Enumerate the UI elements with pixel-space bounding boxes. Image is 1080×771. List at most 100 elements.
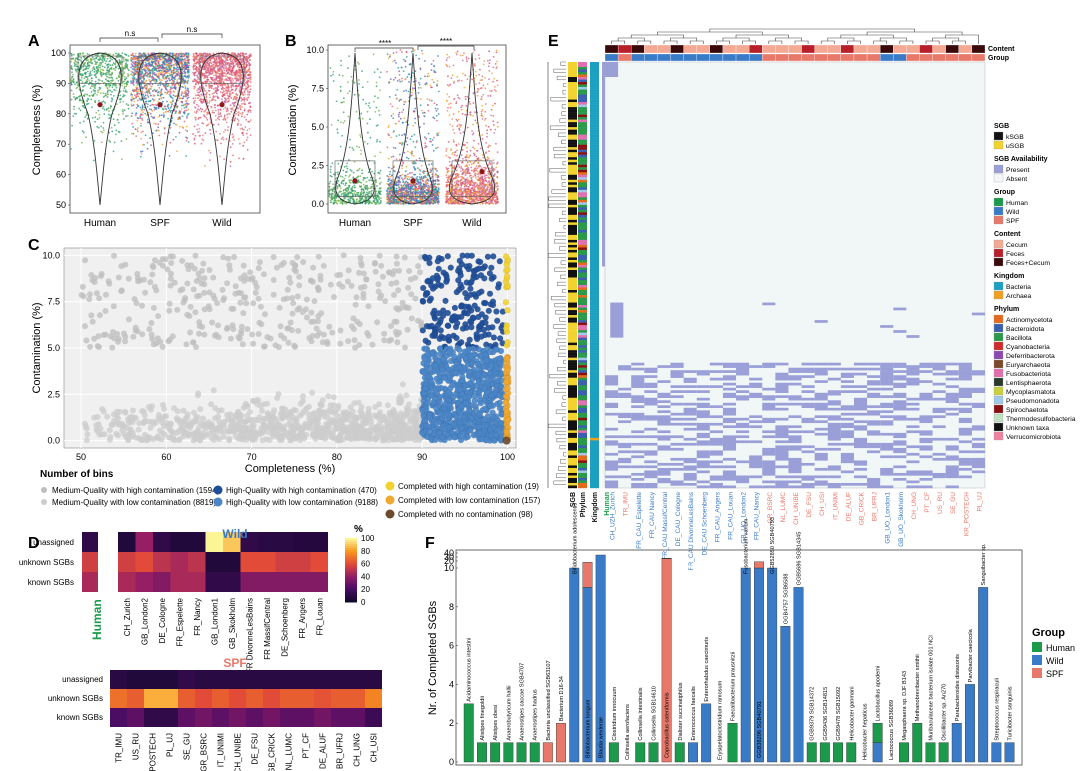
data-point	[226, 58, 229, 61]
data-point	[101, 107, 104, 110]
data-point	[199, 52, 202, 55]
data-point	[121, 69, 124, 72]
data-point	[374, 111, 377, 113]
data-point	[201, 108, 204, 111]
data-point	[224, 129, 227, 131]
data-point	[355, 110, 358, 113]
data-point	[346, 167, 349, 170]
data-point	[359, 198, 361, 201]
data-point	[217, 117, 219, 120]
data-point	[328, 188, 331, 191]
data-point	[146, 94, 149, 96]
data-point	[186, 61, 189, 64]
data-point	[126, 67, 129, 70]
data-point	[242, 134, 245, 137]
data-point	[139, 114, 142, 117]
data-point	[73, 112, 76, 115]
data-point	[401, 134, 403, 137]
data-point	[218, 79, 221, 82]
data-point	[84, 73, 87, 75]
data-point	[122, 58, 125, 61]
data-point	[237, 65, 239, 68]
data-point	[126, 114, 129, 117]
data-point	[370, 185, 373, 188]
data-point	[177, 53, 180, 55]
data-point	[86, 118, 89, 120]
data-point	[132, 84, 135, 86]
data-point	[77, 85, 80, 87]
data-point	[121, 82, 124, 84]
data-point	[184, 85, 187, 87]
data-point	[366, 142, 369, 145]
data-point	[249, 88, 252, 91]
data-point	[171, 97, 174, 100]
data-point	[159, 84, 162, 86]
data-point	[80, 141, 83, 144]
data-point	[159, 94, 162, 97]
data-point	[222, 68, 225, 70]
data-point	[241, 128, 244, 131]
data-point	[181, 104, 183, 107]
data-point	[86, 113, 88, 116]
data-point	[145, 59, 148, 62]
data-point	[185, 89, 187, 92]
data-point	[379, 177, 381, 180]
data-point	[110, 66, 113, 69]
data-point	[70, 148, 72, 150]
data-point	[231, 74, 234, 77]
data-point	[176, 74, 179, 77]
data-point	[152, 78, 155, 81]
data-point	[142, 79, 145, 81]
data-point	[170, 78, 173, 81]
data-point	[124, 78, 126, 81]
data-point	[233, 139, 236, 141]
data-point	[386, 70, 388, 73]
data-point	[125, 103, 128, 105]
data-point	[223, 158, 226, 161]
data-point	[117, 56, 119, 58]
data-point	[197, 80, 200, 83]
data-point	[99, 92, 102, 95]
data-point	[167, 110, 170, 113]
data-point	[86, 62, 89, 64]
data-point	[195, 56, 198, 58]
data-point	[207, 60, 209, 63]
data-point	[149, 104, 152, 107]
data-point	[142, 130, 144, 133]
panel-a-points	[70, 52, 252, 168]
data-point	[79, 94, 82, 97]
data-point	[70, 65, 73, 67]
data-point	[242, 157, 245, 160]
data-point	[214, 99, 217, 102]
data-point	[213, 88, 215, 90]
data-point	[410, 176, 412, 179]
data-point	[370, 179, 373, 182]
data-point	[392, 155, 395, 158]
data-point	[151, 58, 154, 60]
data-point	[72, 78, 75, 81]
data-point	[185, 155, 188, 157]
data-point	[374, 95, 376, 98]
data-point	[341, 203, 344, 205]
data-point	[70, 81, 73, 84]
data-point	[362, 189, 365, 192]
data-point	[148, 58, 151, 61]
data-point	[225, 89, 228, 92]
data-point	[209, 76, 212, 79]
data-point	[208, 73, 211, 76]
data-point	[155, 80, 158, 82]
data-point	[395, 62, 397, 64]
data-point	[379, 140, 381, 143]
data-point	[119, 56, 121, 58]
data-point	[204, 90, 207, 92]
data-point	[155, 104, 158, 107]
data-point	[72, 93, 75, 95]
data-point	[185, 53, 188, 56]
data-point	[346, 190, 349, 192]
data-point	[85, 67, 87, 70]
data-point	[174, 78, 176, 81]
data-point	[192, 53, 195, 55]
data-point	[104, 62, 107, 65]
data-point	[101, 131, 104, 134]
